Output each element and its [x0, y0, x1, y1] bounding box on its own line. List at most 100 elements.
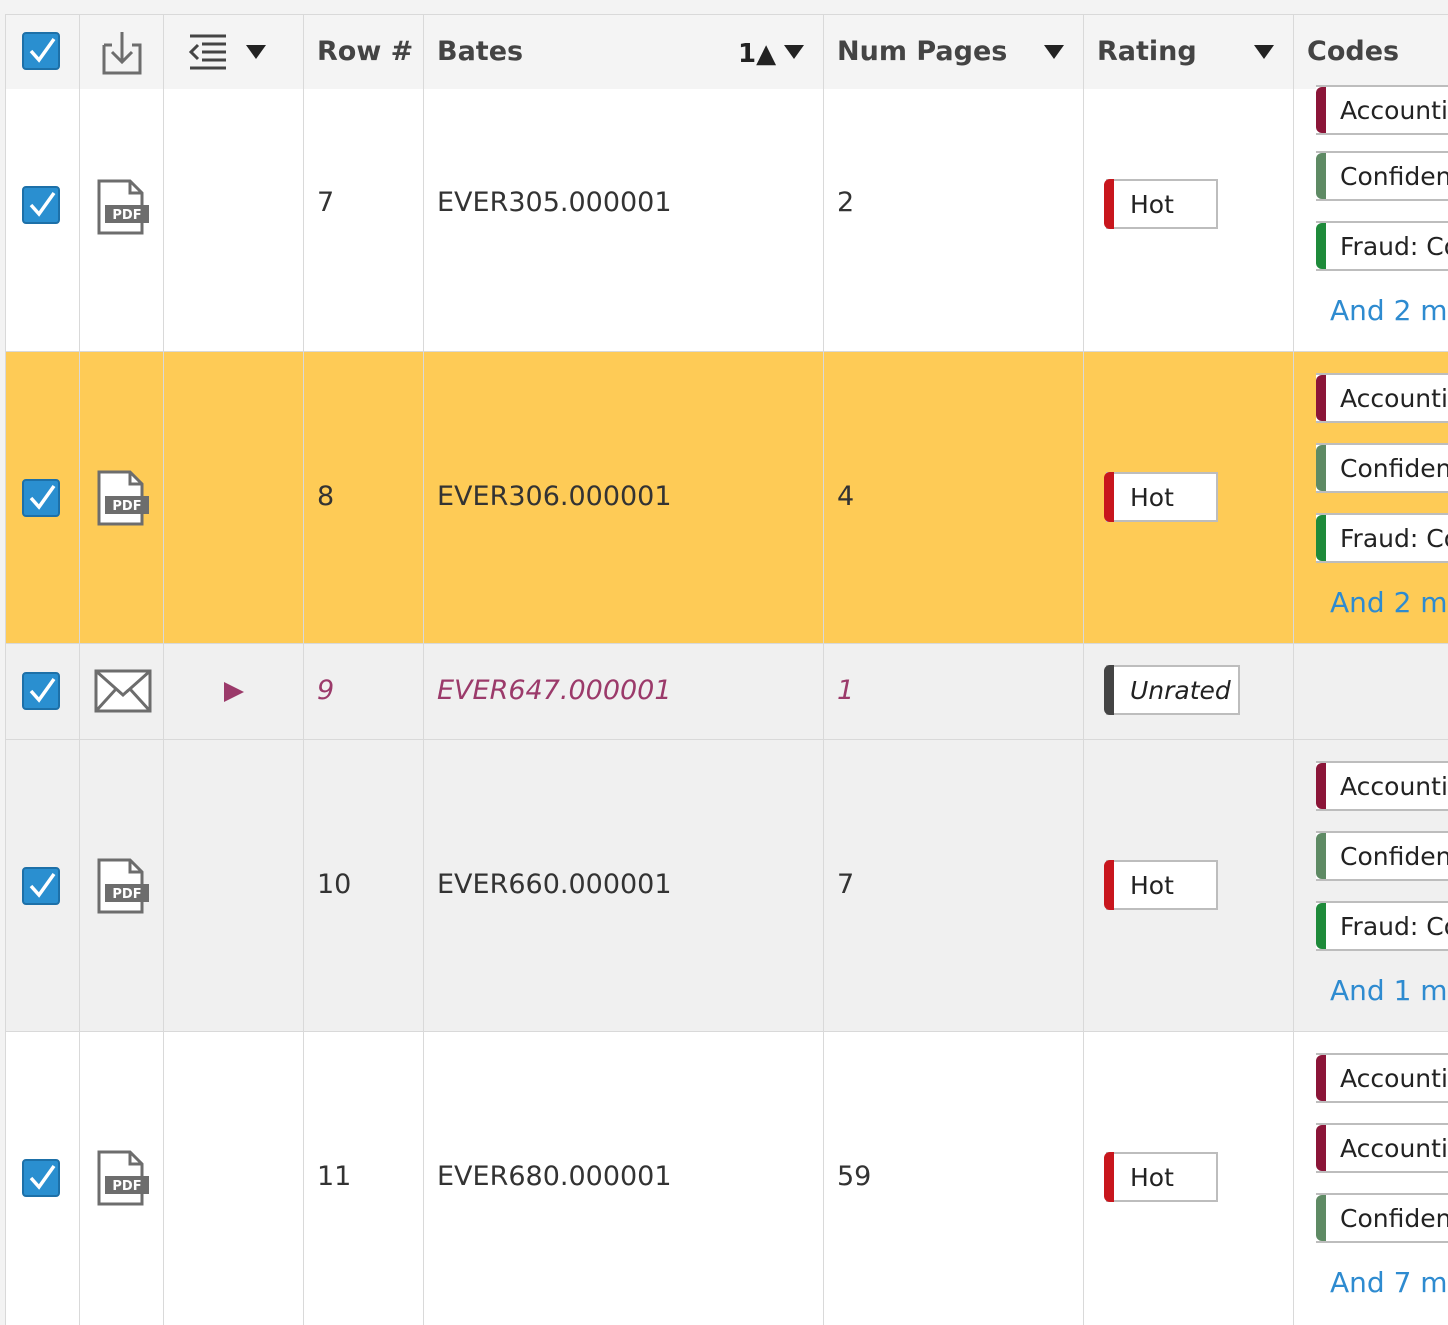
table-row[interactable]: PDF 7 EVER305.000001 2 Hot Accountin Con… — [6, 85, 1448, 352]
table-row[interactable]: PDF 11 EVER680.000001 59 Hot Accountin A… — [6, 1032, 1448, 1325]
code-text: Accountin — [1340, 1134, 1448, 1163]
checkmark-icon — [29, 677, 56, 703]
rating-text: Hot — [1130, 871, 1174, 900]
num-pages-label: Num Pages — [837, 36, 1008, 67]
row-checkbox[interactable] — [22, 867, 60, 905]
bates-number[interactable]: EVER647.000001 — [437, 675, 672, 706]
row-number-header[interactable]: Row # — [304, 15, 424, 89]
grid-header: Row # Bates 1▲ Num Pages Rating Codes — [6, 15, 1448, 90]
more-codes-link[interactable]: And 7 mo — [1330, 1266, 1448, 1299]
code-text: Fraud: Co — [1340, 232, 1448, 261]
bates-number[interactable]: EVER660.000001 — [437, 869, 672, 900]
chevron-down-icon[interactable] — [246, 45, 266, 59]
more-codes-link[interactable]: And 1 mo — [1330, 974, 1448, 1007]
table-row[interactable]: PDF 8 EVER306.000001 4 Hot Accountin Con… — [6, 352, 1448, 644]
code-tag[interactable]: Confident — [1316, 151, 1448, 201]
select-all-checkbox[interactable] — [22, 32, 60, 70]
rating-tag[interactable]: Unrated — [1104, 665, 1240, 715]
row-number: 10 — [317, 869, 352, 900]
row-number-cell: 7 — [304, 89, 424, 351]
num-pages-cell: 2 — [824, 89, 1084, 351]
num-pages-header[interactable]: Num Pages — [824, 15, 1084, 89]
code-tag[interactable]: Accountin — [1316, 85, 1448, 135]
row-checkbox[interactable] — [22, 672, 60, 710]
rating-tag[interactable]: Hot — [1104, 1152, 1218, 1202]
svg-text:PDF: PDF — [112, 1179, 141, 1194]
chevron-down-icon[interactable] — [1044, 45, 1064, 59]
codes-header[interactable]: Codes — [1294, 15, 1448, 89]
svg-text:PDF: PDF — [112, 208, 141, 223]
code-tag[interactable]: Confident — [1316, 443, 1448, 493]
row-number-cell: 10 — [304, 740, 424, 1031]
file-icon-cell: PDF — [80, 89, 164, 351]
pdf-icon[interactable]: PDF — [96, 470, 150, 526]
code-text: Confident — [1340, 454, 1448, 483]
code-text: Fraud: Co — [1340, 524, 1448, 553]
code-tag[interactable]: Accountin — [1316, 1053, 1448, 1103]
select-all-cell — [6, 15, 80, 89]
envelope-icon[interactable] — [94, 669, 152, 713]
checkbox-cell — [6, 740, 80, 1031]
bates-number[interactable]: EVER305.000001 — [437, 187, 672, 218]
rating-cell: Hot — [1084, 352, 1294, 643]
bates-header[interactable]: Bates 1▲ — [424, 15, 824, 89]
file-icon-cell: PDF — [80, 352, 164, 643]
rating-text: Hot — [1130, 190, 1174, 219]
more-codes-link[interactable]: And 2 mo — [1330, 586, 1448, 619]
row-checkbox[interactable] — [22, 186, 60, 224]
rating-text: Hot — [1130, 483, 1174, 512]
checkmark-icon — [29, 37, 56, 63]
pdf-icon[interactable]: PDF — [96, 1150, 150, 1206]
more-codes-link[interactable]: And 2 mo — [1330, 294, 1448, 327]
code-text: Confident — [1340, 162, 1448, 191]
page-count: 1 — [837, 675, 855, 706]
indent-list-icon[interactable] — [188, 33, 228, 71]
rating-text: Hot — [1130, 1163, 1174, 1192]
rating-cell: Hot — [1084, 89, 1294, 351]
download-header-cell — [80, 15, 164, 89]
num-pages-cell: 4 — [824, 352, 1084, 643]
code-text: Confident — [1340, 1204, 1448, 1233]
rating-cell: Hot — [1084, 1032, 1294, 1325]
row-number-cell: 11 — [304, 1032, 424, 1325]
file-icon-cell: PDF — [80, 1032, 164, 1325]
row-checkbox[interactable] — [22, 1159, 60, 1197]
code-text: Fraud: Co — [1340, 912, 1448, 941]
rating-text: Unrated — [1130, 676, 1231, 705]
table-row[interactable]: 9 EVER647.000001 1 Unrated — [6, 644, 1448, 740]
code-tag[interactable]: Fraud: Co — [1316, 901, 1448, 951]
code-tag[interactable]: Accountin — [1316, 761, 1448, 811]
row-number: 9 — [317, 675, 335, 706]
num-pages-cell: 7 — [824, 740, 1084, 1031]
chevron-down-icon[interactable] — [1254, 45, 1274, 59]
row-checkbox[interactable] — [22, 479, 60, 517]
code-text: Confident — [1340, 842, 1448, 871]
codes-cell — [1294, 644, 1448, 739]
code-tag[interactable]: Accountin — [1316, 373, 1448, 423]
expand-thread-icon[interactable] — [222, 680, 246, 704]
bates-number[interactable]: EVER680.000001 — [437, 1161, 672, 1192]
rating-header[interactable]: Rating — [1084, 15, 1294, 89]
code-tag[interactable]: Fraud: Co — [1316, 221, 1448, 271]
code-tag[interactable]: Confident — [1316, 831, 1448, 881]
code-tag[interactable]: Accountin — [1316, 1123, 1448, 1173]
table-row[interactable]: PDF 10 EVER660.000001 7 Hot Accountin Co… — [6, 740, 1448, 1032]
checkmark-icon — [29, 484, 56, 510]
thread-header-cell — [164, 15, 304, 89]
row-number-label: Row # — [317, 36, 414, 67]
checkmark-icon — [29, 1164, 56, 1190]
num-pages-cell: 1 — [824, 644, 1084, 739]
rating-tag[interactable]: Hot — [1104, 179, 1218, 229]
rating-tag[interactable]: Hot — [1104, 472, 1218, 522]
sort-indicator: 1▲ — [738, 39, 777, 69]
bates-number[interactable]: EVER306.000001 — [437, 481, 672, 512]
pdf-icon[interactable]: PDF — [96, 858, 150, 914]
rating-tag[interactable]: Hot — [1104, 860, 1218, 910]
chevron-down-icon[interactable] — [784, 45, 804, 59]
code-tag[interactable]: Confident — [1316, 1193, 1448, 1243]
page-count: 7 — [837, 869, 855, 900]
num-pages-cell: 59 — [824, 1032, 1084, 1325]
pdf-icon[interactable]: PDF — [96, 179, 150, 235]
download-icon[interactable] — [98, 29, 146, 77]
code-tag[interactable]: Fraud: Co — [1316, 513, 1448, 563]
